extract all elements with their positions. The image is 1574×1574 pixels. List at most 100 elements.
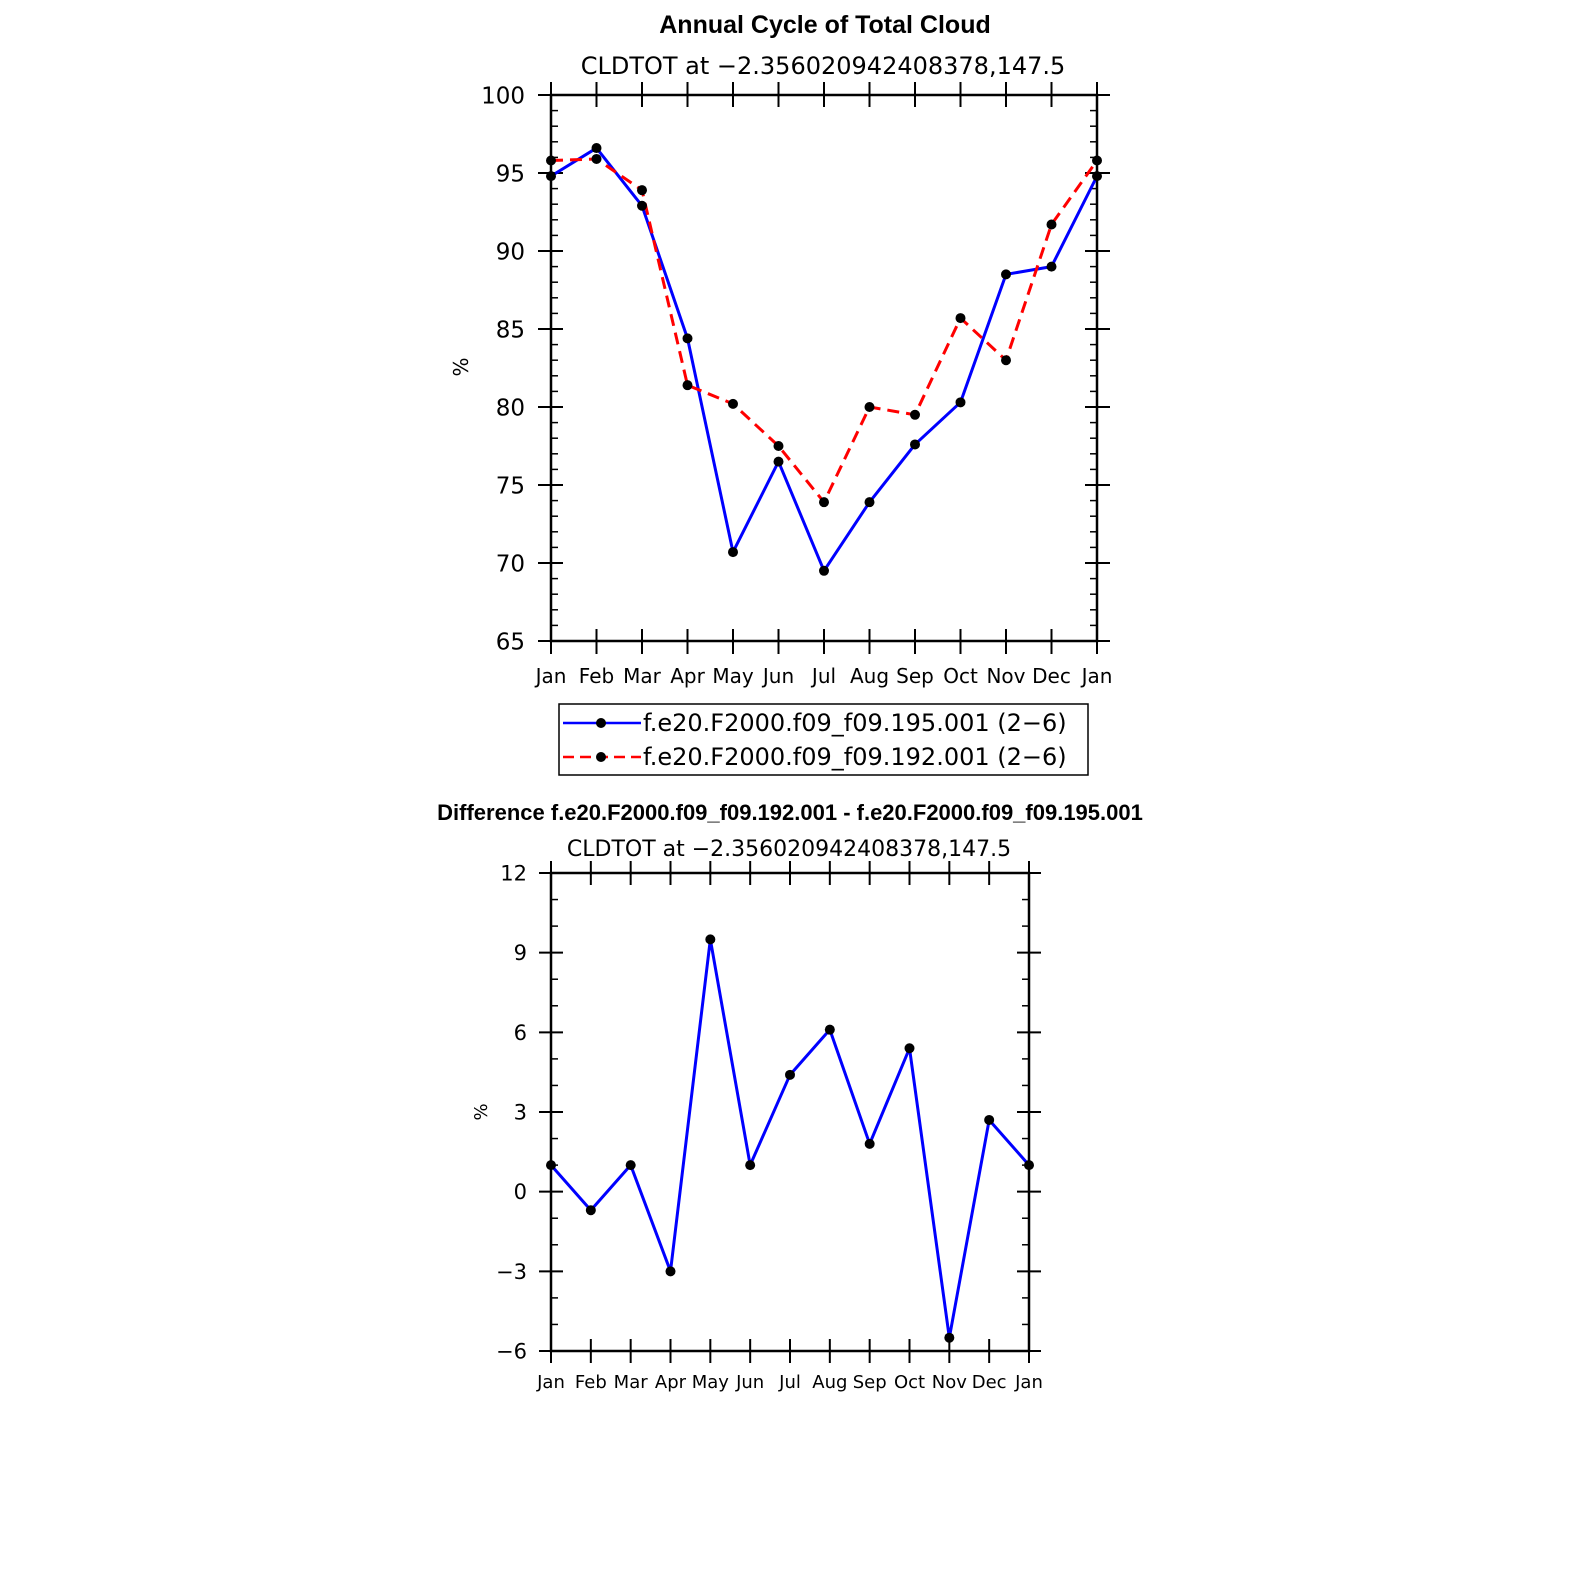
data-point-s0-12 [1092, 171, 1102, 182]
data-point-s1-3 [682, 380, 693, 391]
data-point-s0-1 [585, 1205, 596, 1216]
data-point-s1-2 [637, 185, 647, 196]
data-point-s0-9 [904, 1043, 915, 1054]
x-tick-label: Nov [932, 1372, 967, 1393]
data-point-s1-12 [1092, 155, 1102, 166]
data-point-s0-2 [637, 200, 647, 211]
x-tick-label: Jun [735, 1372, 764, 1393]
x-tick-label: Oct [894, 1372, 925, 1393]
y-tick-label: 70 [496, 551, 525, 577]
annual-cycle-chart: Annual Cycle of Total Cloud CLDTOT at −2… [449, 11, 1112, 688]
data-point-s0-9 [955, 397, 966, 408]
chart1-title: Annual Cycle of Total Cloud [659, 11, 990, 39]
x-tick-label: Jan [1080, 664, 1113, 688]
chart2-series [546, 934, 1034, 1343]
data-point-s0-6 [785, 1069, 795, 1080]
y-tick-label: 95 [496, 161, 525, 187]
x-tick-label: Feb [579, 664, 614, 688]
data-point-s1-1 [591, 153, 602, 164]
chart2-subtitle: CLDTOT at −2.356020942408378,147.5 [567, 837, 1011, 862]
data-point-s0-7 [864, 497, 875, 508]
y-tick-label: 0 [514, 1180, 527, 1204]
legend-swatch-marker-192 [596, 752, 606, 762]
data-point-s0-4 [728, 547, 738, 558]
y-tick-label: −6 [496, 1340, 527, 1364]
x-tick-label: Jul [778, 1372, 801, 1393]
y-tick-label: 80 [496, 395, 525, 421]
data-point-s1-8 [910, 409, 920, 420]
x-tick-label: Sep [896, 664, 934, 688]
chart2-title: Difference f.e20.F2000.f09_f09.192.001 -… [437, 800, 1143, 825]
data-point-s0-3 [682, 333, 693, 344]
data-point-s0-11 [1046, 261, 1057, 272]
legend: f.e20.F2000.f09_f09.195.001 (2−6) f.e20.… [558, 703, 1089, 776]
x-tick-label: Dec [972, 1372, 1007, 1393]
legend-swatch-marker-195 [596, 718, 606, 728]
x-tick-label: Jul [810, 664, 836, 688]
data-point-s1-0 [546, 155, 556, 166]
x-tick-label: Mar [614, 1372, 649, 1393]
data-point-s0-6 [819, 565, 829, 576]
y-tick-label: 3 [514, 1101, 527, 1125]
x-tick-label: Aug [812, 1372, 847, 1393]
chart1-series [546, 143, 1102, 576]
x-tick-label: Feb [575, 1372, 607, 1393]
data-point-s0-8 [910, 439, 920, 450]
x-tick-label: May [712, 664, 754, 688]
y-tick-label: 12 [500, 862, 527, 886]
data-point-s1-5 [773, 441, 784, 451]
series-line-0 [549, 937, 1031, 1340]
x-tick-label: Oct [943, 664, 978, 688]
data-point-s0-7 [824, 1024, 835, 1035]
y-tick-label: 65 [496, 629, 525, 655]
data-point-s1-9 [955, 313, 966, 324]
chart2-axes: Jan Feb Mar Apr May Jun Jul Aug Sep Oct Nov Dec Jan−… [496, 861, 1043, 1393]
x-tick-label: Aug [850, 664, 889, 688]
series-line-1 [550, 157, 1099, 504]
y-tick-label: −3 [496, 1260, 527, 1284]
x-tick-label: May [692, 1372, 730, 1393]
x-tick-label: Mar [623, 664, 662, 688]
y-tick-label: 9 [514, 941, 527, 965]
data-point-s0-5 [745, 1160, 756, 1171]
chart1-ylabel: % [449, 357, 473, 376]
data-point-s0-1 [591, 143, 602, 154]
x-tick-label: Jun [761, 664, 794, 688]
data-point-s0-12 [1024, 1160, 1034, 1171]
x-tick-label: Jan [536, 1372, 565, 1393]
legend-label-195: f.e20.F2000.f09_f09.195.001 (2−6) [643, 709, 1067, 737]
data-point-s0-2 [625, 1160, 636, 1171]
x-tick-label: Dec [1032, 664, 1071, 688]
data-point-s0-0 [546, 171, 556, 182]
data-point-s1-11 [1046, 219, 1057, 230]
data-point-s0-10 [1001, 269, 1011, 280]
chart1-axes: Jan Feb Mar Apr May Jun Jul Aug Sep Oct Nov Dec Jan 6… [481, 82, 1112, 688]
y-tick-label: 75 [496, 473, 525, 499]
data-point-s1-10 [1001, 355, 1011, 366]
y-tick-label: 6 [514, 1021, 527, 1045]
data-point-s0-10 [944, 1332, 955, 1343]
x-tick-label: Apr [670, 664, 705, 688]
x-tick-label: Apr [655, 1372, 687, 1393]
x-tick-label: Jan [1014, 1372, 1043, 1393]
data-point-s0-11 [984, 1114, 995, 1125]
legend-label-192: f.e20.F2000.f09_f09.192.001 (2−6) [643, 743, 1067, 771]
data-point-s1-7 [864, 402, 875, 412]
plot-frame [549, 93, 1099, 643]
series-line-0 [550, 146, 1099, 573]
data-point-s1-4 [728, 398, 738, 409]
chart2-ylabel: % [471, 1103, 492, 1120]
chart1-subtitle: CLDTOT at −2.356020942408378,147.5 [581, 52, 1066, 80]
y-tick-label: 85 [496, 317, 525, 343]
x-tick-label: Nov [986, 664, 1025, 688]
data-point-s1-6 [819, 497, 829, 508]
data-point-s0-8 [864, 1138, 875, 1149]
y-tick-label: 100 [481, 83, 525, 109]
legend-box [558, 703, 1089, 776]
data-point-s0-5 [773, 456, 784, 467]
data-point-s0-4 [705, 934, 716, 945]
x-tick-label: Jan [534, 664, 567, 688]
data-point-s0-3 [665, 1266, 676, 1277]
difference-chart: Difference f.e20.F2000.f09_f09.192.001 -… [437, 800, 1143, 1393]
